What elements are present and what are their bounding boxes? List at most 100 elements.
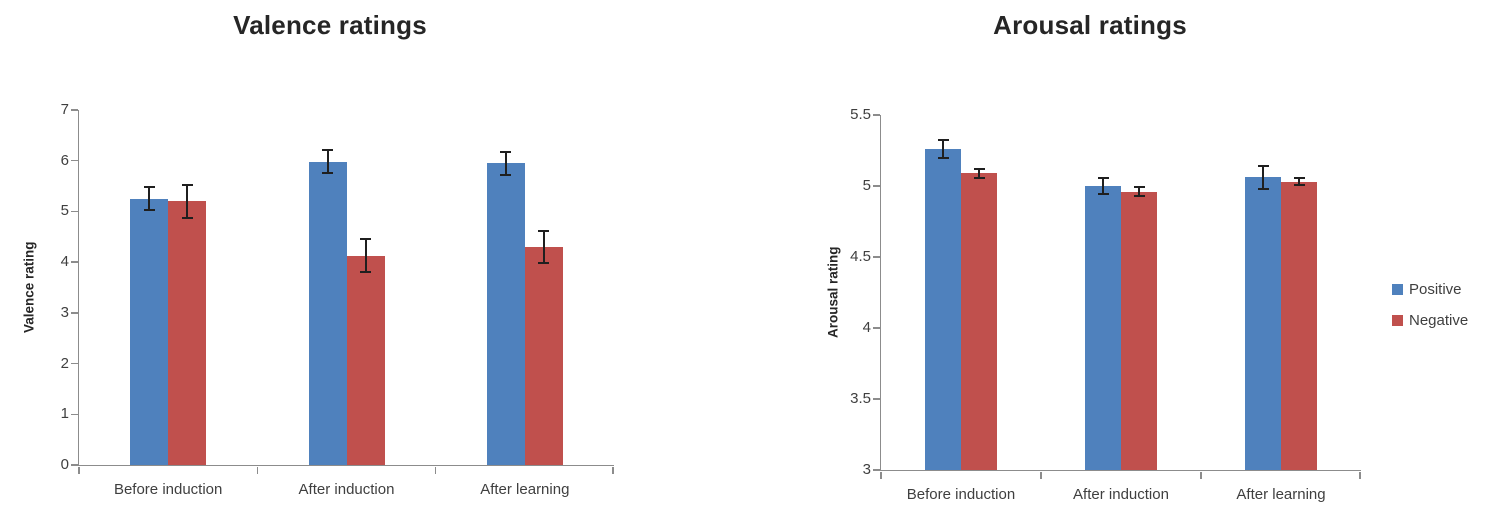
- error-bar-cap-top: [181, 183, 193, 186]
- error-bar-cap-bottom: [538, 261, 550, 264]
- y-tick-mark: [873, 256, 880, 258]
- error-bar-cap-bottom: [973, 176, 985, 179]
- error-bar-cap-top: [1097, 177, 1109, 180]
- category-label: After induction: [1073, 486, 1169, 503]
- error-bar-line: [542, 230, 545, 264]
- x-tick-mark: [1040, 472, 1042, 479]
- category-label: Before induction: [113, 481, 223, 498]
- category-label: After induction: [298, 481, 395, 498]
- error-bar-cap-top: [1133, 186, 1145, 188]
- bar-positive: [308, 161, 347, 465]
- error-bar-line: [364, 237, 367, 274]
- x-tick-mark: [256, 467, 259, 474]
- x-tick-mark: [880, 472, 882, 479]
- y-tick-mark: [873, 327, 880, 329]
- category-label: Before induction: [906, 486, 1016, 503]
- bar-negative: [1281, 181, 1317, 470]
- legend-swatch-positive: [1392, 284, 1403, 295]
- error-bar-cap-bottom: [1133, 195, 1145, 198]
- error-bar: [500, 150, 512, 176]
- error-bar: [360, 237, 371, 274]
- y-tick-label: 5: [862, 177, 871, 194]
- legend-label-positive: Positive: [1409, 281, 1462, 298]
- error-bar-cap-top: [143, 186, 155, 189]
- y-tick-mark: [71, 210, 78, 213]
- bar-positive: [925, 149, 961, 470]
- y-tick-label: 5.5: [850, 106, 871, 123]
- error-bar: [937, 139, 949, 159]
- legend-item-positive: Positive: [1392, 281, 1468, 298]
- error-bar: [973, 167, 985, 179]
- error-bar-line: [504, 150, 507, 176]
- category-label: After learning: [480, 481, 570, 498]
- arousal-chart: Arousal ratings Arousal rating 3 3.5 4 4.5 5…: [800, 0, 1420, 528]
- bar-negative: [524, 246, 563, 465]
- y-tick-label: 1: [60, 405, 69, 423]
- error-bar-cap-top: [500, 150, 512, 153]
- error-bar: [181, 183, 193, 220]
- y-tick-mark: [71, 109, 78, 111]
- error-bar: [1133, 186, 1145, 198]
- error-bar-line: [942, 139, 944, 159]
- error-bar-cap-bottom: [500, 173, 512, 176]
- x-tick-mark: [1200, 472, 1202, 479]
- bar-negative: [168, 201, 207, 465]
- y-tick-mark: [71, 362, 78, 365]
- error-bar-cap-bottom: [937, 157, 949, 159]
- error-bar-cap-bottom: [1257, 188, 1269, 191]
- y-tick-label: 4.5: [850, 248, 871, 265]
- category-label: After learning: [1236, 486, 1326, 503]
- y-tick-mark: [873, 185, 880, 187]
- error-bar-cap-top: [1293, 177, 1305, 180]
- error-bar-cap-bottom: [1097, 192, 1109, 195]
- error-bar-cap-top: [1257, 164, 1269, 167]
- valence-chart-title: Valence ratings: [233, 10, 427, 40]
- bar-positive: [1085, 186, 1121, 470]
- arousal-chart-title: Arousal ratings: [993, 10, 1187, 40]
- y-tick-mark: [71, 312, 78, 314]
- arousal-y-axis-label: Arousal rating: [825, 246, 841, 339]
- error-bar: [1293, 177, 1305, 186]
- y-tick-label: 4: [862, 319, 871, 336]
- error-bar-cap-bottom: [181, 217, 193, 220]
- error-bar-line: [1262, 164, 1264, 191]
- plot-area: 0 1 2 3 4 5 6 7 Before induction After induction A…: [61, 101, 614, 498]
- bar-negative: [1121, 191, 1157, 470]
- y-tick-label: 3: [862, 461, 871, 478]
- error-bar: [322, 149, 333, 175]
- error-bar-cap-top: [937, 139, 949, 142]
- error-bar-cap-top: [322, 149, 333, 152]
- legend-swatch-negative: [1392, 315, 1403, 326]
- x-tick-mark: [434, 467, 437, 474]
- bar-positive: [130, 198, 169, 465]
- y-tick-label: 4: [60, 253, 69, 271]
- y-tick-mark: [71, 464, 78, 466]
- y-tick-mark: [71, 413, 78, 416]
- bar-positive: [1245, 177, 1281, 470]
- plot-area: 3 3.5 4 4.5 5 5.5 Before induction After induct…: [850, 106, 1361, 503]
- y-tick-mark: [71, 159, 78, 162]
- legend-item-negative: Negative: [1392, 312, 1468, 329]
- x-tick-mark: [78, 467, 80, 474]
- error-bar-line: [1298, 177, 1300, 186]
- error-bar-line: [978, 167, 980, 179]
- error-bar-cap-top: [973, 167, 985, 170]
- error-bar-line: [326, 149, 329, 175]
- legend: Positive Negative: [1392, 281, 1468, 343]
- error-bar: [1257, 164, 1269, 191]
- x-tick-mark: [1359, 472, 1361, 479]
- error-bar-cap-top: [360, 237, 371, 240]
- error-bar-line: [1138, 186, 1140, 198]
- y-tick-mark: [873, 114, 880, 116]
- legend-label-negative: Negative: [1409, 312, 1469, 329]
- y-tick-label: 5: [60, 202, 69, 220]
- bar-negative: [346, 255, 385, 465]
- error-bar-line: [186, 183, 189, 220]
- error-bar: [143, 186, 155, 212]
- bar-positive: [486, 163, 525, 465]
- y-tick-label: 6: [60, 151, 69, 169]
- error-bar: [538, 230, 550, 264]
- y-tick-label: 0: [60, 456, 69, 473]
